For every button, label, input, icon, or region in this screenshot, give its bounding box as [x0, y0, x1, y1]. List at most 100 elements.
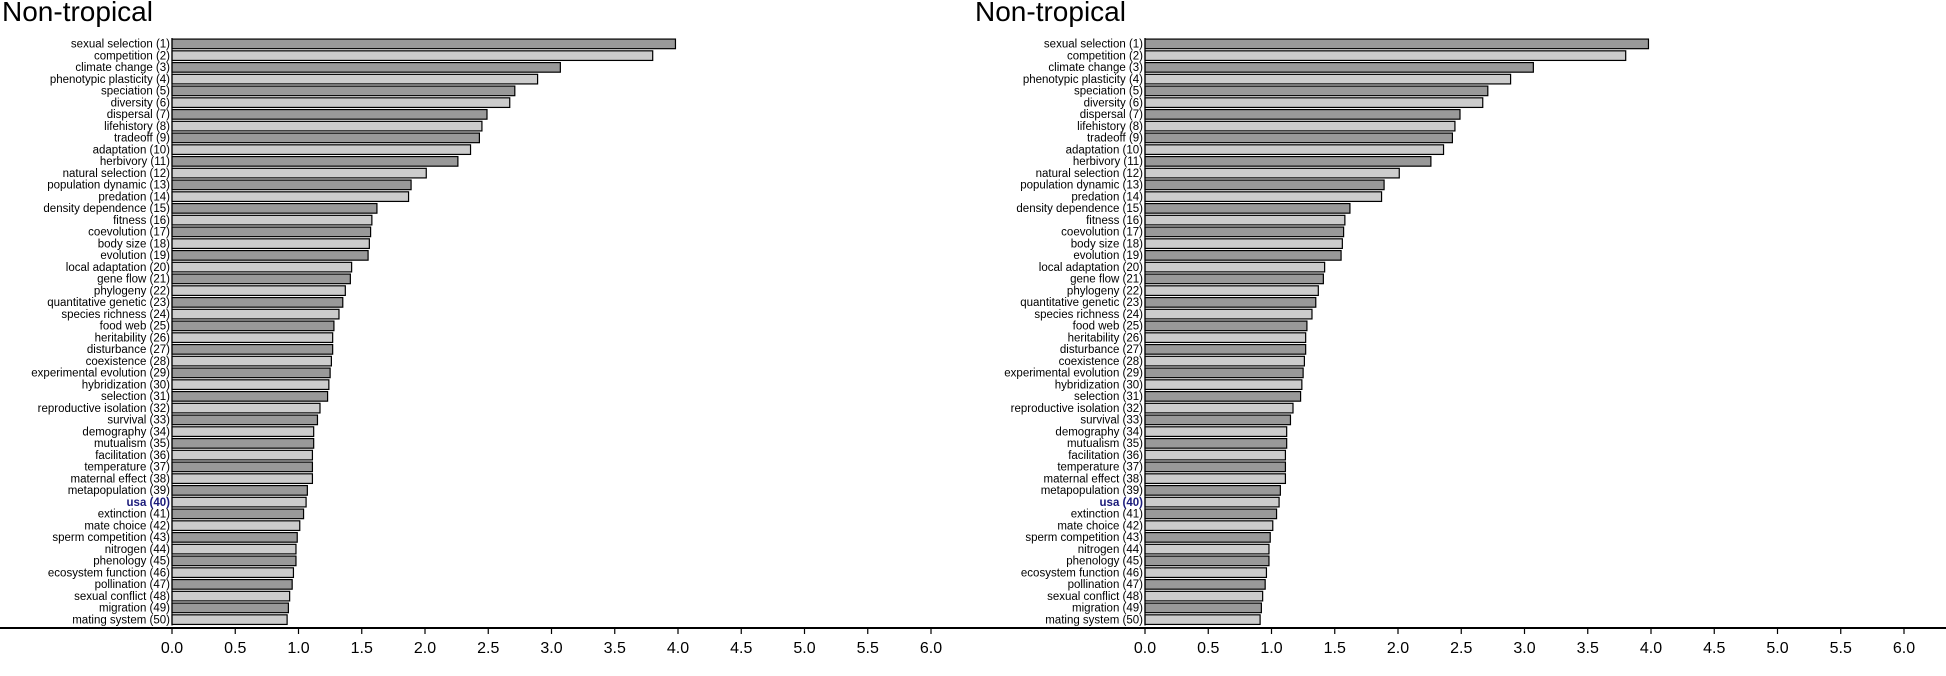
category-label: usa (40) [127, 497, 171, 509]
category-label: ecosystem function (46) [48, 567, 170, 579]
bar [171, 367, 331, 379]
bar [1144, 543, 1270, 555]
category-label: mating system (50) [1045, 614, 1143, 626]
bar [1144, 226, 1345, 238]
category-label: selection (31) [1074, 391, 1143, 403]
category-label: disturbance (27) [87, 344, 170, 356]
bar [171, 202, 378, 214]
category-label: tradeoff (9) [114, 133, 170, 145]
bar [171, 343, 334, 355]
bar [1144, 531, 1271, 543]
category-label: sexual conflict (48) [74, 591, 170, 603]
category-label: fitness (16) [1086, 215, 1143, 227]
category-label: phenotypic plasticity (4) [1023, 74, 1143, 86]
category-label: predation (14) [1071, 191, 1143, 203]
category-label: adaptation (10) [1066, 144, 1144, 156]
category-label: phenotypic plasticity (4) [50, 74, 170, 86]
bar [171, 437, 315, 449]
x-tick-label: 0.0 [161, 640, 183, 657]
bar [171, 414, 319, 426]
category-label: density dependence (15) [1016, 203, 1143, 215]
bar [1144, 590, 1264, 602]
bar [1144, 614, 1261, 626]
x-tick-label: 4.0 [1640, 640, 1662, 657]
category-label: mutualism (35) [1067, 438, 1143, 450]
x-tick-label: 5.0 [1766, 640, 1788, 657]
bar [171, 97, 511, 109]
bar [1144, 426, 1288, 438]
bar [1144, 191, 1383, 203]
category-label: disturbance (27) [1060, 344, 1143, 356]
bar [171, 249, 369, 261]
category-label: coexistence (28) [86, 356, 171, 368]
bar [1144, 155, 1432, 167]
category-label: food web (25) [100, 321, 170, 333]
bar [171, 508, 305, 520]
x-tick-label: 2.5 [477, 640, 499, 657]
bar [171, 449, 314, 461]
bar [1144, 61, 1534, 73]
category-label: gene flow (21) [1070, 274, 1143, 286]
bar [1144, 484, 1281, 496]
bar [171, 120, 483, 132]
category-label: metapopulation (39) [68, 485, 170, 497]
bar [1144, 437, 1288, 449]
category-label: competition (2) [1067, 50, 1143, 62]
x-tick-label: 5.5 [1830, 640, 1852, 657]
bar [1144, 402, 1294, 414]
bar [171, 531, 298, 543]
bar [1144, 308, 1313, 320]
bar [1144, 50, 1627, 62]
bar [171, 496, 307, 508]
bar-chart-left: sexual selection (1)competition (2)clima… [0, 38, 973, 657]
category-label: mutualism (35) [94, 438, 170, 450]
bar [171, 461, 314, 473]
x-tick-label: 4.5 [730, 640, 752, 657]
category-label: reproductive isolation (32) [1011, 403, 1143, 415]
category-label: natural selection (12) [63, 168, 171, 180]
category-label: quantitative genetic (23) [47, 297, 170, 309]
category-label: tradeoff (9) [1087, 133, 1143, 145]
category-label: facilitation (36) [95, 450, 170, 462]
bar [1144, 238, 1343, 250]
x-tick-label: 4.5 [1703, 640, 1725, 657]
category-label: demography (34) [1055, 426, 1143, 438]
category-label: experimental evolution (29) [31, 368, 170, 380]
category-label: competition (2) [94, 50, 170, 62]
bar [1144, 120, 1456, 132]
bar [171, 214, 373, 226]
x-tick-label: 3.0 [1513, 640, 1535, 657]
bar [171, 308, 340, 320]
category-label: diversity (6) [1084, 97, 1144, 109]
category-label: evolution (19) [1073, 250, 1143, 262]
bar [171, 578, 293, 590]
category-label: usa (40) [1100, 497, 1144, 509]
bar [171, 402, 321, 414]
bar [171, 484, 308, 496]
category-label: coevolution (17) [1061, 227, 1143, 239]
category-label: diversity (6) [111, 97, 171, 109]
category-label: phylogeny (22) [94, 285, 170, 297]
category-label: demography (34) [82, 426, 170, 438]
x-tick-label: 5.5 [857, 640, 879, 657]
bar [171, 285, 346, 297]
chart-panel-right: Non-tropical sexual selection (1) competi… [973, 0, 1946, 676]
category-label: coexistence (28) [1059, 356, 1144, 368]
category-label: hybridization (30) [1055, 379, 1143, 391]
category-label: natural selection (12) [1036, 168, 1144, 180]
category-label: gene flow (21) [97, 274, 170, 286]
bar [1144, 179, 1385, 191]
category-label: phenology (45) [1066, 556, 1143, 568]
x-tick-label: 1.0 [1260, 640, 1282, 657]
bar [1144, 132, 1453, 144]
bar [171, 179, 412, 191]
x-tick-label: 2.0 [414, 640, 436, 657]
x-tick-label: 4.0 [667, 640, 689, 657]
category-label: population dynamic (13) [1020, 180, 1143, 192]
category-label: mating system (50) [72, 614, 170, 626]
category-label: pollination (47) [95, 579, 171, 591]
bar [171, 296, 344, 308]
x-tick-label: 6.0 [1893, 640, 1915, 657]
category-label: sexual selection (1) [1044, 39, 1143, 51]
bar [171, 426, 315, 438]
